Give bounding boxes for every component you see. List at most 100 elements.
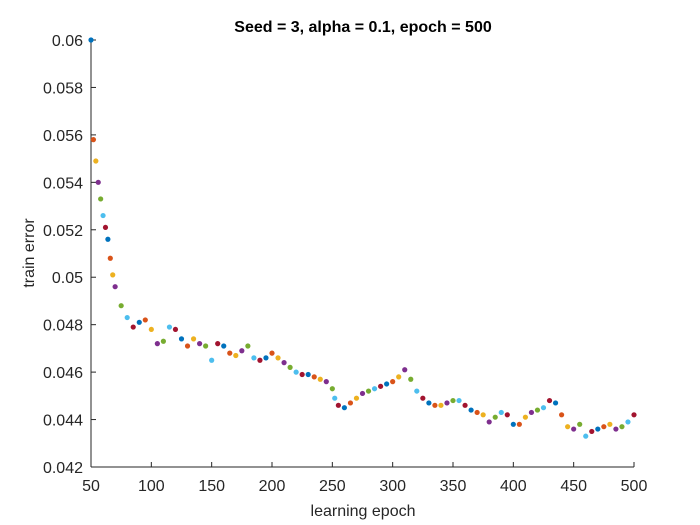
data-point — [559, 412, 565, 418]
data-point — [378, 383, 384, 389]
data-point — [540, 405, 547, 411]
data-point — [88, 37, 94, 43]
data-point — [275, 355, 281, 361]
data-point — [95, 179, 101, 185]
data-point — [93, 158, 99, 164]
x-tick-label: 100 — [138, 478, 165, 495]
x-tick-label: 50 — [82, 478, 100, 495]
x-tick-label: 500 — [621, 478, 648, 495]
data-point — [480, 412, 486, 418]
data-point — [263, 355, 269, 361]
data-point — [190, 336, 197, 342]
data-point — [178, 336, 185, 342]
data-point — [251, 355, 257, 361]
data-point — [571, 426, 577, 432]
x-ticks: 50 100 150 200 250 300 350 400 450 500 — [82, 462, 647, 495]
data-point — [426, 400, 432, 406]
data-point — [577, 421, 583, 427]
data-point — [390, 379, 396, 385]
data-points — [88, 37, 637, 439]
data-point — [98, 196, 104, 202]
data-point — [142, 317, 148, 323]
x-tick-label: 150 — [198, 478, 225, 495]
data-point — [396, 374, 402, 380]
data-point — [444, 400, 450, 406]
y-tick-label: 0.06 — [52, 33, 83, 50]
data-point — [474, 409, 480, 416]
data-point — [305, 371, 311, 378]
data-point — [245, 343, 251, 349]
data-point — [112, 284, 118, 290]
x-tick-label: 300 — [379, 478, 406, 495]
data-point — [215, 341, 221, 347]
data-point — [287, 364, 293, 370]
data-point — [110, 272, 116, 278]
y-tick-label: 0.056 — [43, 128, 83, 145]
data-point — [239, 348, 245, 354]
data-point — [317, 376, 323, 382]
x-tick-label: 400 — [500, 478, 527, 495]
data-point — [166, 324, 173, 330]
data-point — [299, 371, 305, 378]
data-point — [102, 224, 109, 231]
x-axis-label: learning epoch — [311, 503, 416, 520]
data-point — [293, 369, 299, 375]
data-point — [552, 400, 559, 406]
data-point — [546, 397, 553, 404]
data-point — [492, 414, 498, 420]
data-point — [408, 376, 414, 382]
data-point — [504, 412, 510, 418]
data-point — [631, 412, 637, 418]
data-point — [589, 428, 595, 435]
data-point — [209, 357, 215, 363]
data-point — [528, 409, 535, 416]
data-point — [607, 421, 613, 427]
y-tick-label: 0.046 — [43, 365, 83, 382]
data-point — [438, 402, 444, 408]
data-point — [595, 426, 601, 432]
data-point — [522, 414, 529, 420]
y-ticks: 0.042 0.044 0.046 0.048 0.05 0.052 0.054 0.056 0… — [43, 33, 96, 477]
data-point — [269, 350, 275, 356]
data-point — [414, 388, 420, 394]
data-point — [583, 433, 589, 439]
data-point — [486, 419, 492, 425]
x-tick-label: 450 — [560, 478, 587, 495]
data-point — [118, 303, 124, 309]
data-point — [534, 407, 541, 413]
data-point — [384, 381, 390, 387]
y-axis-label: train error — [21, 218, 38, 288]
y-tick-label: 0.058 — [43, 80, 83, 97]
data-point — [498, 409, 504, 416]
data-point — [107, 255, 113, 261]
data-point — [601, 424, 607, 430]
x-tick-label: 200 — [259, 478, 286, 495]
data-point — [335, 402, 341, 408]
y-tick-label: 0.054 — [43, 175, 83, 192]
data-point — [353, 395, 360, 401]
data-point — [323, 379, 329, 385]
data-point — [347, 400, 354, 406]
data-point — [462, 402, 468, 408]
data-point — [402, 367, 408, 373]
x-tick-label: 250 — [319, 478, 346, 495]
data-point — [130, 324, 136, 330]
data-point — [148, 326, 154, 333]
data-point — [341, 405, 347, 411]
y-tick-label: 0.042 — [43, 460, 83, 477]
data-point — [619, 424, 625, 430]
data-point — [221, 343, 227, 349]
data-point — [197, 341, 203, 347]
data-point — [432, 402, 438, 408]
data-point — [124, 314, 130, 321]
y-tick-label: 0.052 — [43, 223, 83, 240]
data-point — [227, 350, 233, 356]
data-point — [311, 374, 317, 380]
data-point — [516, 421, 522, 427]
data-point — [233, 352, 239, 359]
y-tick-label: 0.044 — [43, 413, 83, 430]
data-point — [613, 426, 619, 432]
data-point — [332, 395, 338, 401]
data-point — [136, 319, 142, 325]
